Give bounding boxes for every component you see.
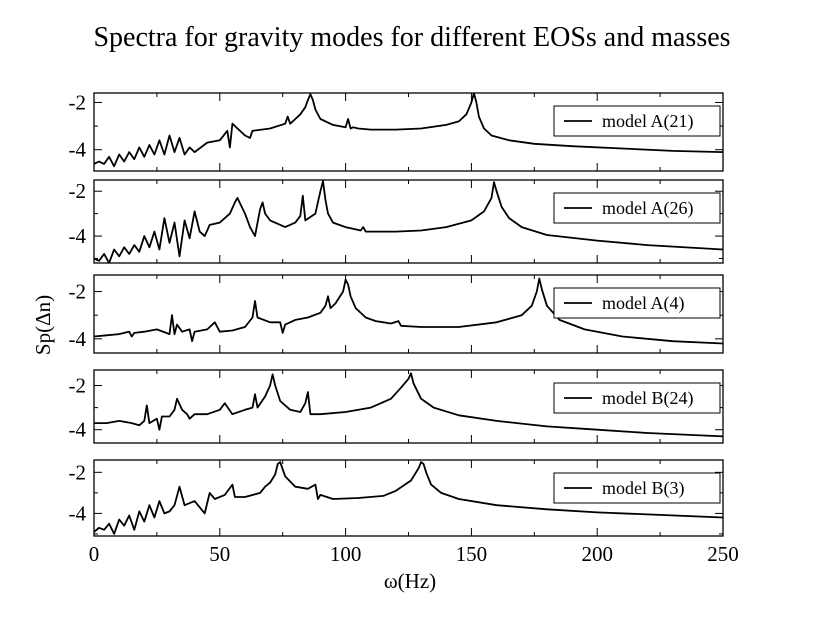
legend: model A(21) — [553, 105, 721, 137]
series-line — [94, 461, 723, 535]
panel-4: -2 -4 model B(24) — [69, 369, 724, 444]
series-line — [94, 372, 723, 438]
x-tick-label: 50 — [209, 542, 230, 566]
panel-2: -2 -4 model A(26) — [69, 179, 724, 264]
y-tick-label: -2 — [69, 90, 87, 114]
panels-group: -2 -4 model A(21) -2 -4 model A(26) -2 -4 model … — [69, 90, 724, 537]
series-line — [94, 180, 723, 263]
x-tick-label: 150 — [456, 542, 488, 566]
chart-title: Spectra for gravity modes for different … — [93, 22, 730, 53]
x-tick-label: 250 — [707, 542, 739, 566]
legend-label: model A(21) — [602, 111, 694, 132]
y-tick-label: -2 — [69, 460, 87, 484]
y-tick-label: -2 — [69, 280, 87, 304]
x-tick-label: 0 — [89, 542, 100, 566]
legend-label: model A(4) — [602, 293, 685, 314]
x-tick-labels: 0 50 100 150 200 250 — [89, 542, 739, 566]
y-tick-label: -4 — [69, 418, 87, 442]
x-axis-label: ω(Hz) — [384, 569, 436, 593]
legend: model A(4) — [553, 287, 721, 319]
panel-1: -2 -4 model A(21) — [69, 90, 724, 172]
legend-label: model A(26) — [602, 198, 694, 219]
x-tick-label: 100 — [330, 542, 362, 566]
legend-box — [553, 382, 721, 414]
panel-3: -2 -4 model A(4) — [69, 274, 724, 354]
y-tick-label: -2 — [69, 179, 87, 203]
y-tick-label: -4 — [69, 224, 87, 248]
legend-label: model B(3) — [602, 478, 685, 499]
series-line — [94, 93, 723, 168]
legend: model B(3) — [553, 472, 721, 504]
legend: model A(26) — [553, 192, 721, 224]
y-tick-label: -4 — [69, 501, 87, 525]
legend-label: model B(24) — [602, 388, 694, 409]
y-tick-label: -2 — [69, 373, 87, 397]
y-tick-label: -4 — [69, 327, 87, 351]
series-line — [94, 277, 723, 345]
y-tick-label: -4 — [69, 138, 87, 162]
panel-5: -2 -4 model B(3) — [69, 459, 724, 537]
x-tick-label: 200 — [581, 542, 613, 566]
legend: model B(24) — [553, 382, 721, 414]
y-axis-label: Sp(Δn) — [31, 295, 55, 355]
